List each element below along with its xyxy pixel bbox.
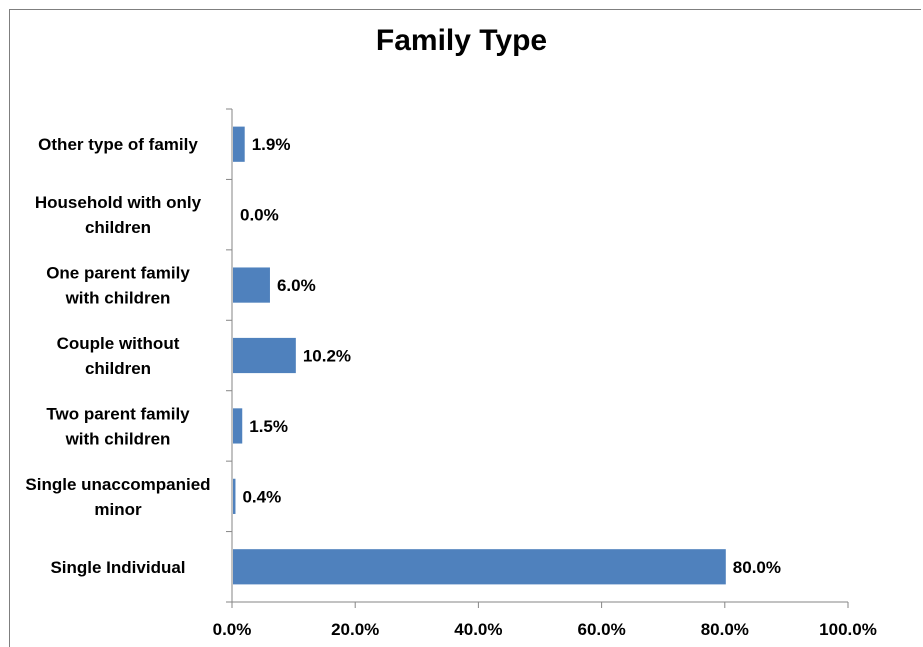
category-label-line: Two parent family xyxy=(46,404,190,423)
category-label-line: Single Individual xyxy=(50,558,185,577)
x-tick-label: 100.0% xyxy=(819,620,877,639)
category-label-line: with children xyxy=(65,429,171,448)
category-label: One parent family with children xyxy=(46,264,190,308)
bar xyxy=(233,126,245,162)
bar xyxy=(233,478,236,514)
category-label-line: children xyxy=(85,359,151,378)
category-label-line: Couple without xyxy=(57,334,180,353)
data-label: 0.0% xyxy=(240,206,279,225)
category-label-line: One parent family xyxy=(46,264,190,283)
category-label-line: Household with only xyxy=(35,193,202,212)
category-label-line: minor xyxy=(94,500,142,519)
x-tick-label: 60.0% xyxy=(577,620,625,639)
bar xyxy=(233,337,296,374)
data-label: 1.9% xyxy=(252,135,291,154)
x-tick-label: 0.0% xyxy=(213,620,252,639)
category-label: Two parent family with children xyxy=(46,404,190,448)
category-label: Single Individual xyxy=(50,558,185,577)
category-label-line: Single unaccompanied xyxy=(25,475,210,494)
data-label: 1.5% xyxy=(249,417,288,436)
bar xyxy=(233,267,270,303)
chart-area xyxy=(9,9,921,647)
category-label-line: children xyxy=(85,218,151,237)
category-label: Household with only children xyxy=(35,193,202,237)
x-tick-label: 20.0% xyxy=(331,620,379,639)
category-label-line: with children xyxy=(65,289,171,308)
bar xyxy=(233,549,726,585)
bar xyxy=(233,408,243,444)
category-label: Couple without children xyxy=(57,334,180,378)
data-label: 6.0% xyxy=(277,276,316,295)
chart-title: Family Type xyxy=(375,24,548,57)
x-tick-label: 40.0% xyxy=(454,620,502,639)
category-label: Other type of family xyxy=(38,135,198,154)
data-label: 0.4% xyxy=(242,487,281,506)
category-label-line: Other type of family xyxy=(38,135,198,154)
data-label: 10.2% xyxy=(303,347,351,366)
data-label: 80.0% xyxy=(733,558,781,577)
x-tick-label: 80.0% xyxy=(701,620,749,639)
category-label: Single unaccompanied minor xyxy=(25,475,210,519)
